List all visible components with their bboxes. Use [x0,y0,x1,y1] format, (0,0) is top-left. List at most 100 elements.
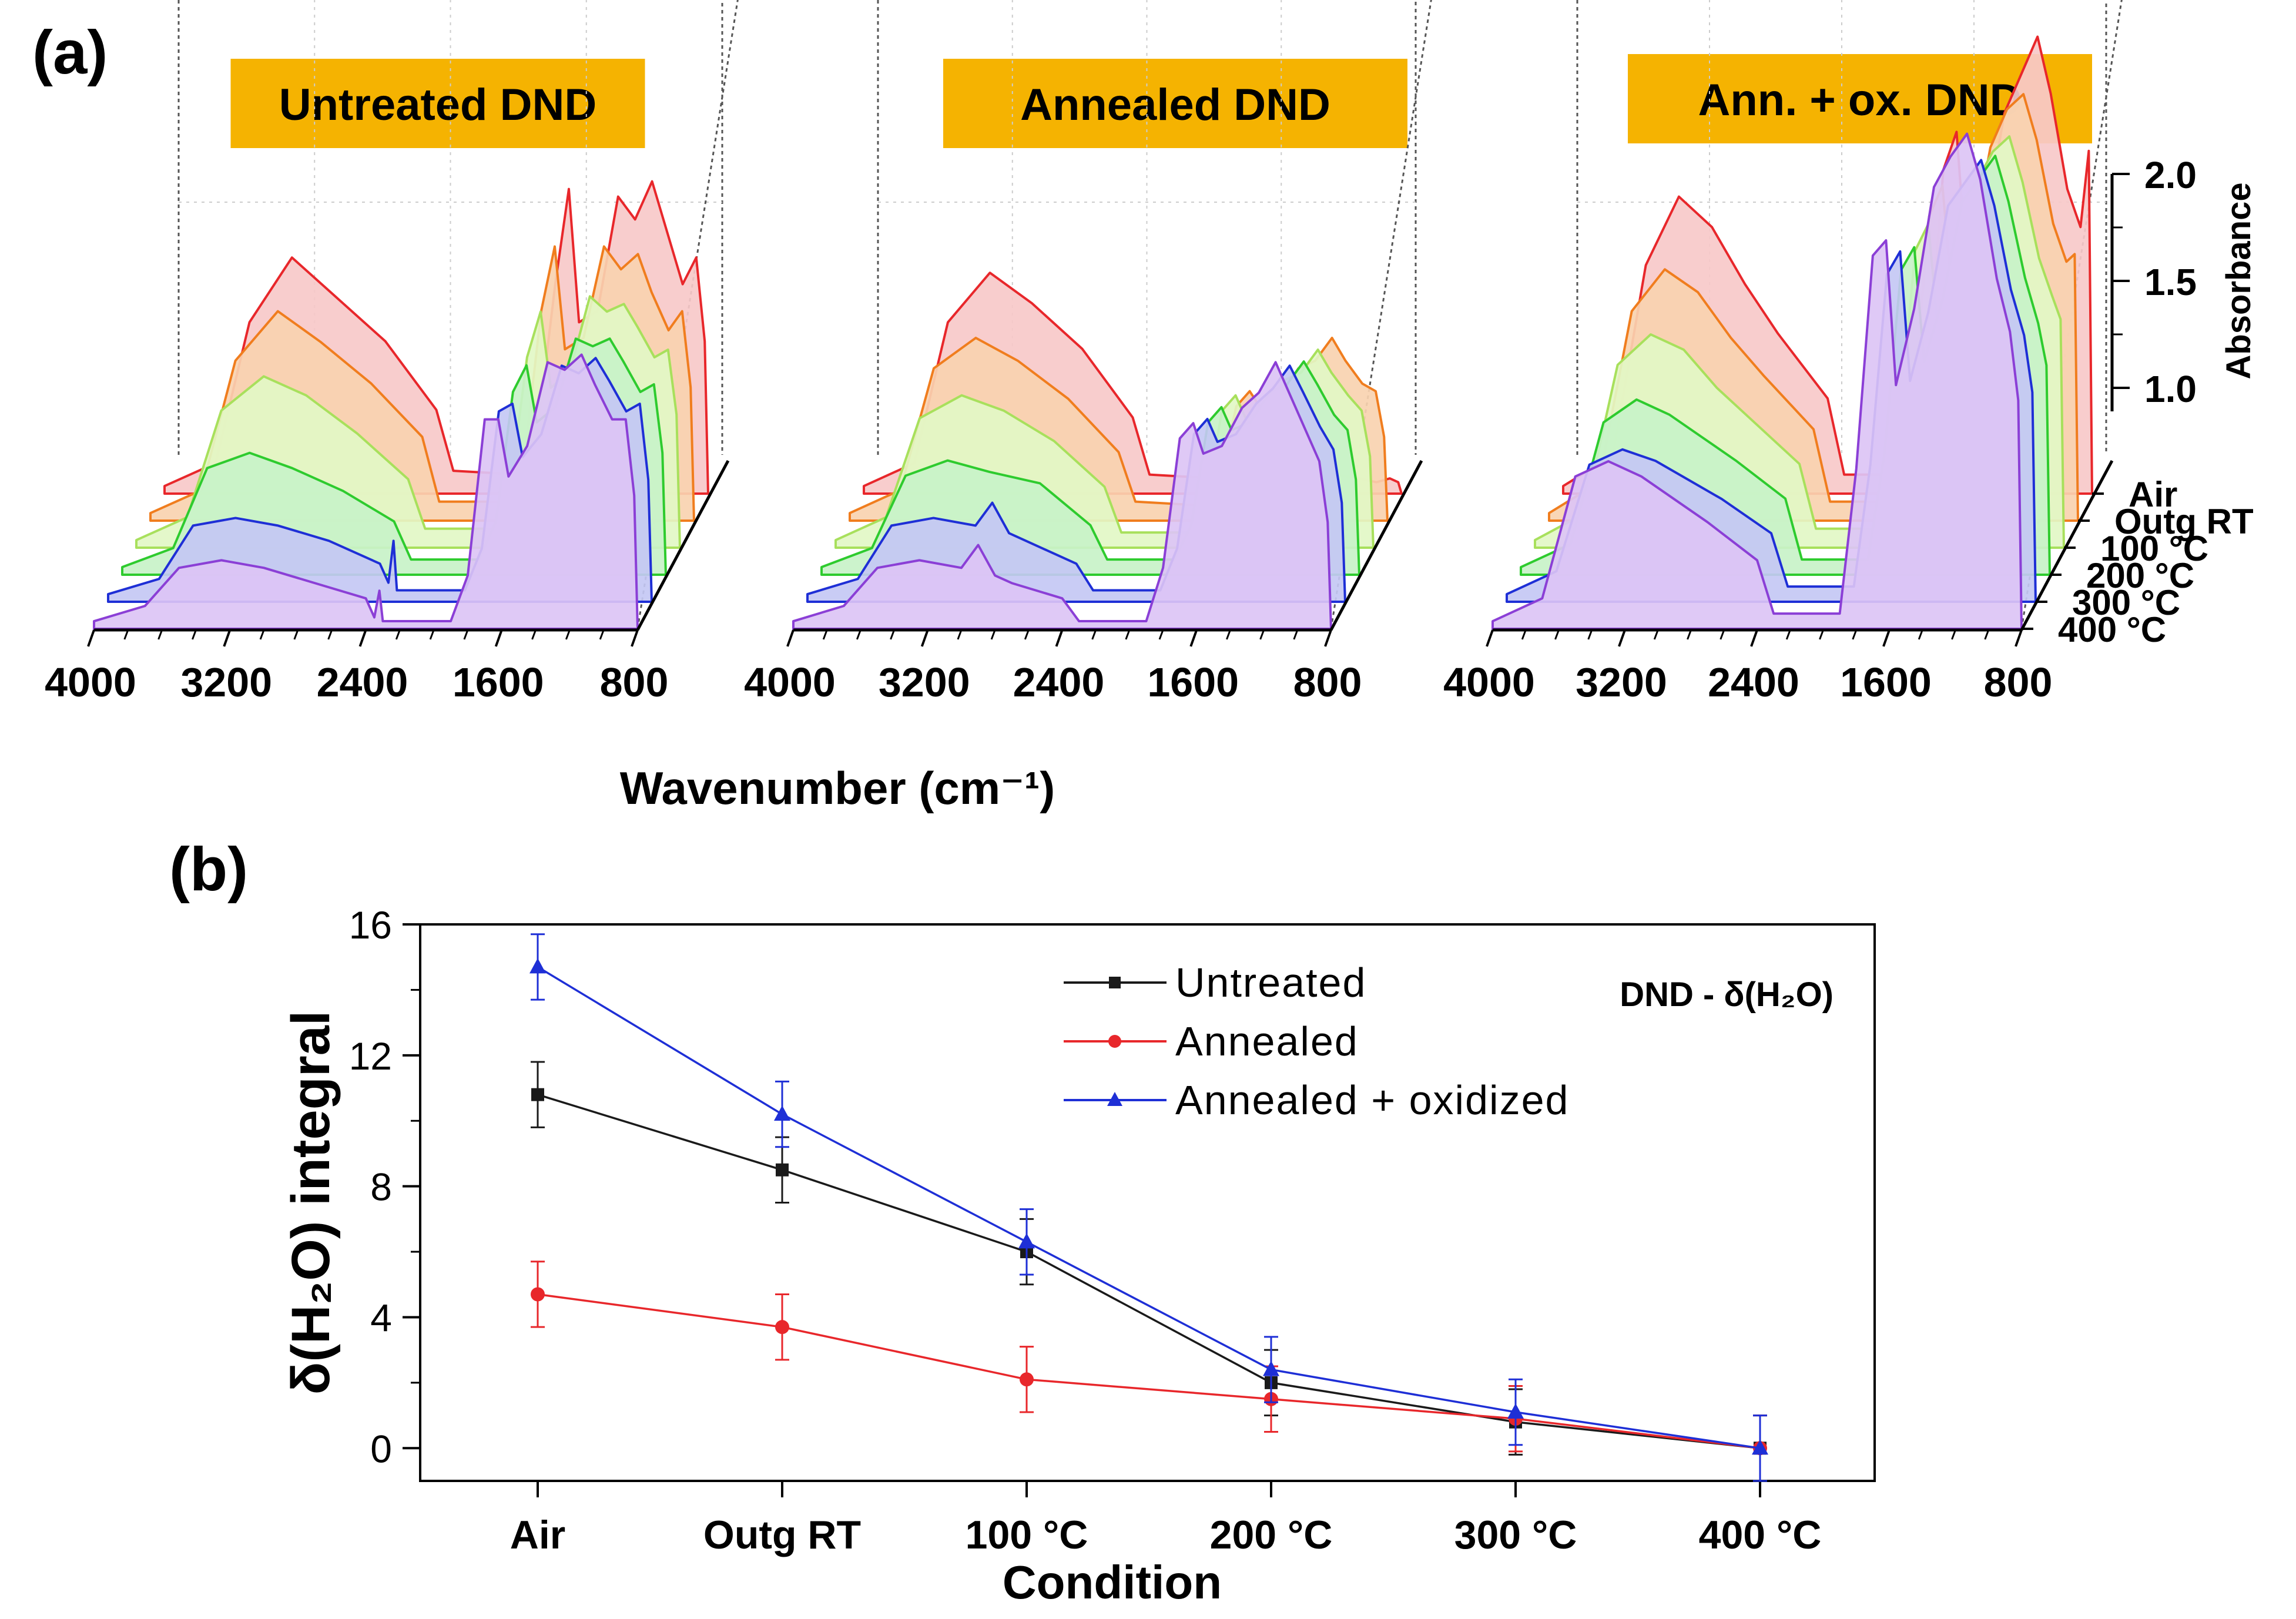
x-tick-label: 4000 [45,659,136,705]
depth-label: Outg RT [2114,502,2254,541]
x-minor-tick [259,629,265,640]
x-tick [1882,629,1891,647]
x-tick-label: 4000 [744,659,836,705]
panel-title: Annealed DND [1020,80,1330,130]
x-minor-tick [463,629,469,640]
x-tick [358,629,367,647]
data-point-square [531,1088,544,1101]
x-minor-tick [395,629,401,640]
x-tick-label: 400 °C [1699,1513,1822,1557]
x-tick-label: 300 °C [1454,1513,1577,1557]
x-minor-tick [565,629,571,640]
x-tick-label: 1600 [453,659,544,705]
panel-title-box [230,59,645,148]
x-tick-label: 800 [1293,659,1362,705]
x-minor-tick [1521,629,1527,640]
x-tick [2015,629,2023,647]
x-minor-tick [1918,629,1923,640]
x-axis-title: Condition [1003,1556,1222,1608]
x-tick-label: 2400 [317,659,408,705]
data-point-triangle [529,958,546,974]
x-minor-tick [1852,629,1858,640]
data-point-circle [1020,1372,1034,1387]
x-tick-label: 800 [600,659,669,705]
x-minor-tick [157,629,163,640]
panel-a-label: (a) [32,18,108,87]
x-minor-tick [1984,629,1990,640]
data-point-circle [531,1287,545,1302]
x-minor-tick [429,629,435,640]
depth-label: 400 °C [2058,610,2166,649]
x-tick [1618,629,1626,647]
x-minor-tick [1158,629,1164,640]
x-tick [223,629,232,647]
x-tick-label: 1600 [1840,659,1932,705]
x-tick-label: 2400 [1708,659,1799,705]
x-tick [1750,629,1758,647]
y-tick-label: 12 [349,1034,392,1078]
x-minor-tick [1554,629,1560,640]
x-minor-tick [1587,629,1593,640]
x-minor-tick [1687,629,1692,640]
x-tick-label: 4000 [1443,659,1535,705]
x-minor-tick [890,629,895,640]
x-minor-tick [531,629,537,640]
x-minor-tick [1091,629,1097,640]
y-tick-label: 4 [370,1296,392,1339]
legend-marker [1107,1092,1122,1106]
z-tick-label: 2.0 [2144,154,2197,196]
series-line [537,1293,1761,1450]
x-tick [87,629,95,647]
x-minor-tick [1293,629,1299,640]
depth-axis-line [636,460,730,631]
y-axis-title: δ(H₂O) integral [281,1011,341,1395]
x-minor-tick [599,629,605,640]
data-point-triangle [1018,1233,1035,1249]
x-minor-tick [293,629,299,640]
spectrum-400-c [1491,132,2023,630]
x-tick [494,629,503,647]
x-minor-tick [1785,629,1791,640]
x-tick [1055,629,1064,647]
x-tick-label: 3200 [180,659,272,705]
x-tick [786,629,795,647]
x-minor-tick [1125,629,1131,640]
x-minor-tick [1024,629,1030,640]
x-axis-title: Wavenumber (cm⁻¹) [620,762,1055,814]
legend: Untreated Annealed Annealed + oxidized [1064,960,1568,1123]
x-tick [1486,629,1494,647]
spectra-panel-1: Untreated DND 4000 3200 2400 1600 800 [45,0,739,705]
legend-label: Annealed [1175,1018,1359,1064]
x-tick-label: 2400 [1013,659,1105,705]
z-tick-label: 1.0 [2144,368,2197,410]
x-tick [631,629,639,647]
panel-title: Ann. + ox. DND [1698,75,2022,125]
panel-title-box [943,59,1407,148]
x-tick [920,629,929,647]
back-frame [877,0,1417,455]
legend-marker [1108,1035,1121,1048]
panel-b-label: (b) [169,835,248,904]
x-tick-label: 3200 [1576,659,1667,705]
x-tick-label: Air [510,1513,565,1557]
series-annealed-oxidized [529,933,1768,1482]
data-point-triangle [1263,1360,1279,1376]
x-minor-tick [1819,629,1824,640]
x-minor-tick [1653,629,1659,640]
x-minor-tick [1720,629,1725,640]
x-tick-label: 800 [1984,659,2053,705]
data-point-triangle [774,1105,790,1121]
data-point-circle [775,1320,789,1335]
x-minor-tick [327,629,333,640]
x-tick-label: 100 °C [966,1513,1088,1557]
data-point-square [776,1163,789,1176]
y-tick-label: 16 [349,903,392,947]
x-minor-tick [1226,629,1231,640]
legend-marker [1109,977,1121,988]
x-minor-tick [123,629,129,640]
spectra-panel-2: Annealed DND 4000 3200 2400 1600 800 [744,0,1432,705]
y-tick-label: 0 [370,1427,392,1470]
x-tick [1189,629,1198,647]
